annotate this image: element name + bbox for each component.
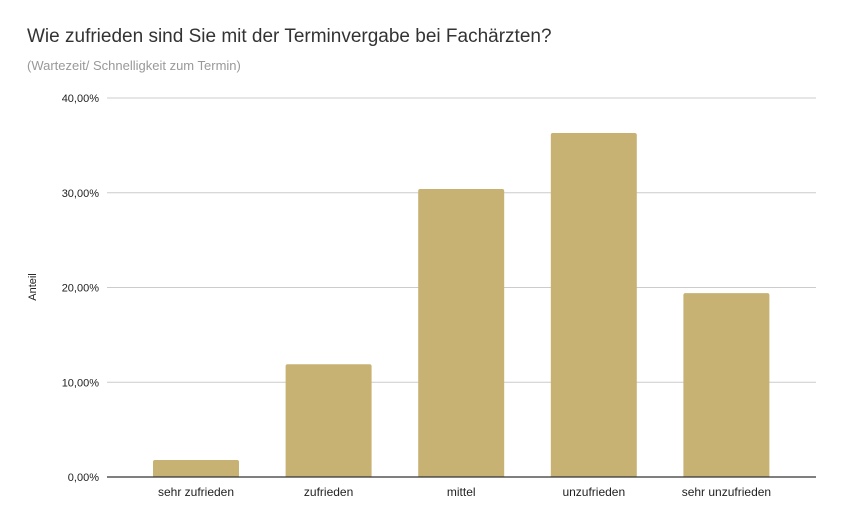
x-tick-label: zufrieden [304,485,353,499]
bar-zufrieden [285,364,372,477]
y-tick-label: 20,00% [62,283,100,295]
y-tick-label: 30,00% [62,188,100,200]
y-tick-label: 10,00% [62,377,100,389]
chart-subtitle: (Wartezeit/ Schnelligkeit zum Termin) [27,58,241,73]
x-tick-label: sehr zufrieden [158,485,234,499]
y-tick-label: 0,00% [68,472,99,484]
x-tick-label: unzufrieden [562,485,625,499]
bar-sehr-zufrieden [153,459,239,477]
chart-title: Wie zufrieden sind Sie mit der Terminver… [27,26,552,47]
y-axis-label: Anteil [27,273,39,301]
y-tick-label: 40,00% [62,93,100,105]
x-tick-label: mittel [447,485,476,499]
bar-mittel [418,188,505,477]
x-tick-label: sehr unzufrieden [682,485,771,499]
bar-sehr-unzufrieden [683,293,770,477]
bar-unzufrieden [550,133,637,477]
